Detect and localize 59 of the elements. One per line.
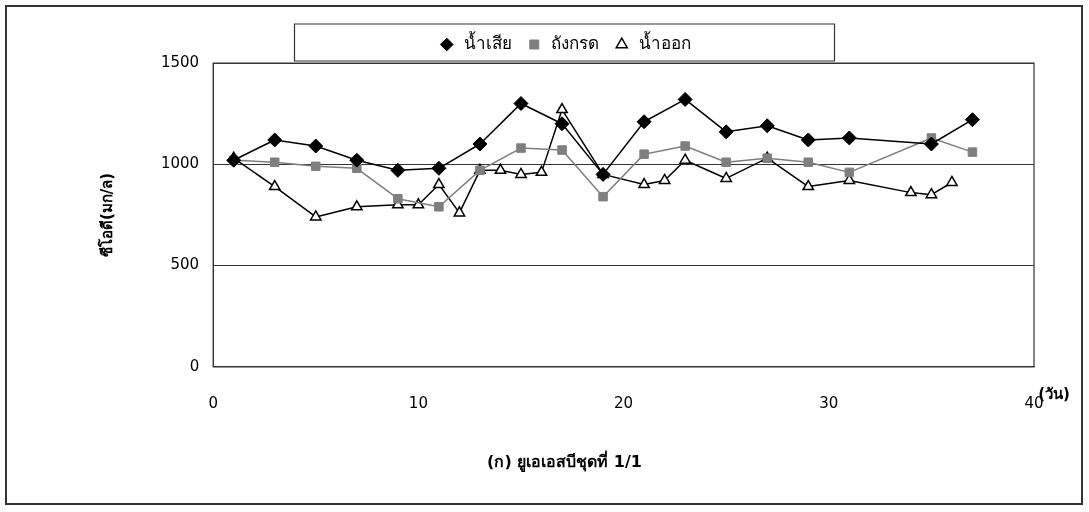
point (844, 167, 855, 178)
y-tick-label: 1000 (160, 154, 200, 173)
point (309, 210, 322, 221)
point (557, 145, 567, 155)
point (841, 130, 857, 146)
point (390, 162, 406, 178)
point (515, 167, 527, 179)
point (349, 152, 365, 168)
point (658, 173, 671, 185)
point (639, 149, 649, 159)
point (677, 91, 693, 107)
point (350, 200, 363, 211)
point (554, 116, 570, 132)
point (964, 112, 980, 128)
point (800, 132, 816, 148)
point (432, 177, 445, 189)
point (513, 96, 529, 112)
y-tick-label: 500 (170, 255, 200, 274)
point (967, 147, 978, 157)
point (472, 136, 488, 152)
y-tick-label: 1500 (160, 52, 200, 71)
x-tick-label: 10 (408, 393, 428, 412)
point (759, 118, 775, 134)
point (311, 161, 321, 172)
point (945, 175, 958, 187)
legend-label: น้ำเสีย (463, 30, 512, 53)
x-tick-label: 30 (819, 393, 839, 412)
point (494, 163, 507, 175)
point (923, 136, 939, 152)
point (269, 157, 280, 167)
point (453, 206, 466, 217)
point (904, 185, 917, 197)
point (556, 102, 568, 114)
point (434, 202, 444, 212)
point (516, 143, 526, 153)
x-tick-label: 0 (208, 393, 218, 412)
point (268, 179, 281, 191)
legend-label: น้ำออก (638, 30, 691, 53)
point (431, 160, 447, 176)
point (925, 187, 938, 199)
x-tick-label: 20 (614, 393, 634, 412)
point (267, 132, 283, 148)
point (803, 157, 814, 167)
point (721, 157, 731, 167)
point (308, 138, 324, 154)
point (393, 193, 403, 204)
y-axis-title: ซีโอดี(มก/ล) (96, 172, 116, 257)
point (720, 171, 733, 183)
point (535, 165, 548, 177)
point (718, 124, 734, 140)
point (679, 153, 692, 164)
legend-label: ถังกรด (551, 32, 600, 53)
y-tick-label: 0 (189, 356, 200, 375)
point (598, 191, 608, 202)
point (636, 114, 652, 130)
point (802, 179, 815, 191)
text: (ก) ยูเอเอสบีชุดที่ 1/1 (487, 449, 642, 473)
point (680, 141, 690, 151)
point (638, 177, 651, 189)
